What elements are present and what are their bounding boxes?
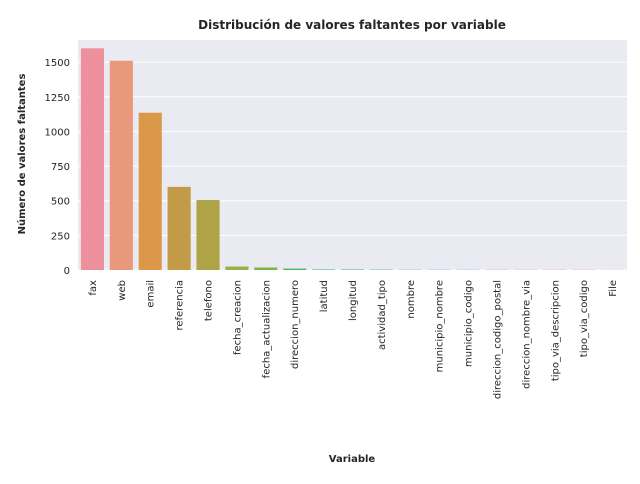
x-tick-label: fecha_actualizacion bbox=[261, 280, 272, 378]
bar-telefono bbox=[196, 200, 219, 270]
x-tick-label: municipio_nombre bbox=[435, 280, 446, 372]
x-tick-label: email bbox=[146, 280, 157, 308]
x-tick-label: direccion_numero bbox=[290, 280, 301, 369]
x-tick-label: nombre bbox=[406, 280, 417, 319]
x-tick-label: fax bbox=[88, 280, 99, 296]
x-tick-label: telefono bbox=[204, 280, 215, 321]
y-tick-label: 500 bbox=[51, 197, 70, 208]
x-tick-label: municipio_codigo bbox=[464, 280, 475, 367]
y-tick-labels: 0 250 500 750 1000 1250 1500 bbox=[45, 58, 70, 277]
bar-web bbox=[110, 61, 133, 270]
bar-referencia bbox=[168, 187, 191, 270]
bar-fecha-actualizacion bbox=[254, 268, 277, 270]
x-axis-label: Variable bbox=[329, 454, 376, 465]
x-tick-label: actividad_tipo bbox=[377, 280, 388, 350]
x-tick-label: longitud bbox=[348, 280, 359, 321]
y-tick-label: 1250 bbox=[45, 93, 70, 104]
x-tick-label: File bbox=[608, 280, 619, 297]
y-tick-label: 250 bbox=[51, 231, 70, 242]
bar-longitud bbox=[341, 269, 364, 270]
bar-latitud bbox=[312, 269, 335, 270]
y-tick-label: 0 bbox=[64, 266, 70, 277]
x-tick-label: direccion_codigo_postal bbox=[492, 280, 503, 399]
chart-title: Distribución de valores faltantes por va… bbox=[198, 18, 506, 32]
x-tick-label: fecha_creacion bbox=[232, 280, 243, 355]
x-tick-label: referencia bbox=[175, 280, 186, 331]
bar-email bbox=[139, 113, 162, 270]
x-tick-label: tipo_via_codigo bbox=[579, 280, 590, 357]
bar-fecha-creacion bbox=[225, 267, 248, 270]
x-tick-label: latitud bbox=[319, 280, 330, 312]
y-tick-label: 1500 bbox=[45, 58, 70, 69]
x-tick-label: web bbox=[117, 280, 128, 301]
x-tick-labels: fax web email referencia telefono fecha_creac… bbox=[88, 280, 619, 399]
y-axis-label: Número de valores faltantes bbox=[16, 74, 28, 235]
x-tick-label: tipo_via_descripcion bbox=[550, 280, 561, 381]
y-tick-label: 750 bbox=[51, 162, 70, 173]
bar-direccion-numero bbox=[283, 269, 306, 270]
bar-fax bbox=[81, 48, 104, 270]
y-tick-label: 1000 bbox=[45, 127, 70, 138]
x-tick-label: direccion_nombre_via bbox=[521, 280, 532, 389]
